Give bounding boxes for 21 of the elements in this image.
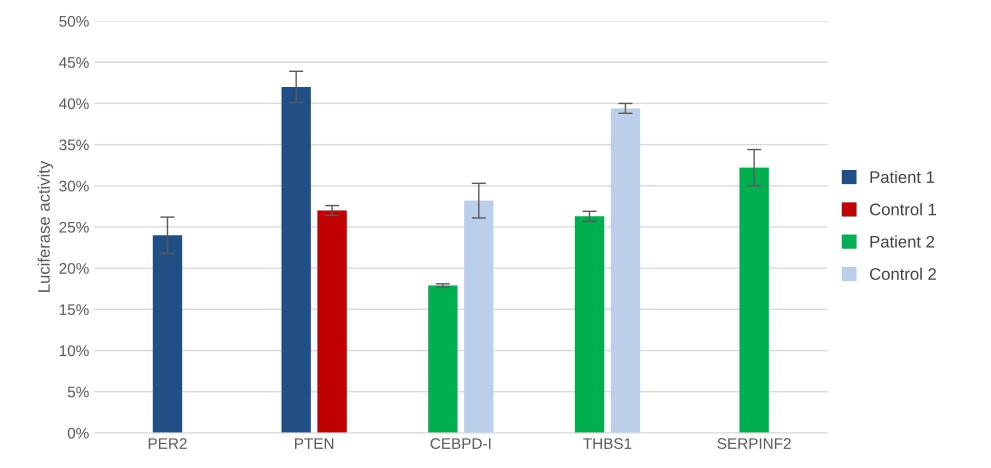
legend-label: Patient 1 bbox=[870, 170, 934, 184]
y-tick-label: 40% bbox=[59, 98, 89, 110]
y-tick-label: 50% bbox=[59, 16, 89, 27]
legend-label: Control 2 bbox=[870, 268, 936, 280]
y-tick-label: 35% bbox=[59, 139, 89, 150]
legend-label: Patient 2 bbox=[870, 235, 934, 248]
y-tick-label: 10% bbox=[60, 345, 89, 356]
y-tick-label: 25% bbox=[59, 222, 89, 233]
y-tick-label: 5% bbox=[68, 386, 89, 398]
legend-label: Control 1 bbox=[870, 203, 936, 216]
x-tick-label: SERPINF2 bbox=[717, 438, 791, 449]
y-tick-label: 45% bbox=[59, 57, 89, 68]
x-tick-label: CEBPD-I bbox=[430, 438, 490, 449]
y-tick-label: 30% bbox=[59, 180, 89, 192]
y-axis-title: Luciferase activity bbox=[38, 160, 54, 292]
y-tick-label: 0% bbox=[68, 428, 89, 439]
x-tick-label: PTEN bbox=[295, 438, 334, 449]
y-tick-label: 15% bbox=[60, 304, 89, 316]
y-tick-label: 20% bbox=[59, 263, 89, 274]
x-tick-label: THBS1 bbox=[583, 438, 632, 449]
x-tick-label: PER2 bbox=[148, 438, 187, 449]
